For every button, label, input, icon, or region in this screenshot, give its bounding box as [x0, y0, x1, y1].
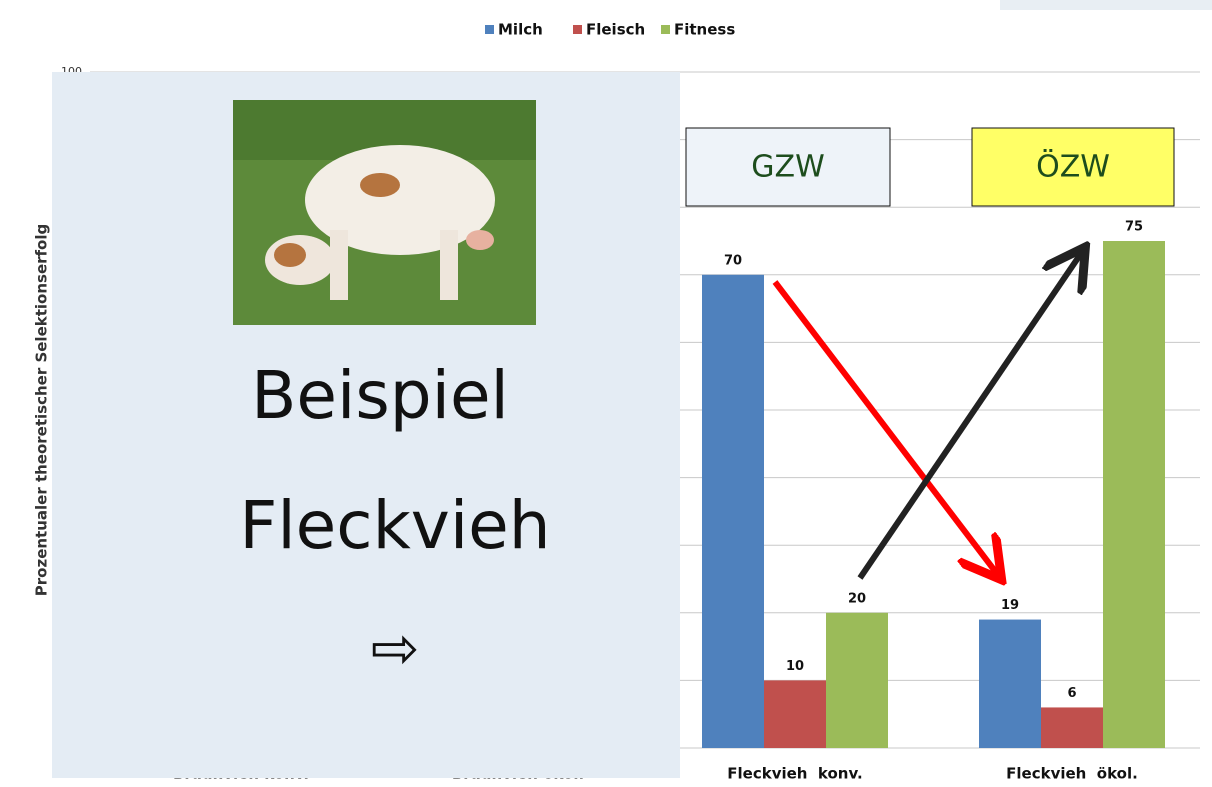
legend-swatch — [661, 25, 670, 34]
corner-shape — [1000, 0, 1212, 10]
legend-label: Fitness — [674, 21, 735, 39]
y-axis-title: Prozentualer theoretischer Selektionserf… — [33, 224, 51, 596]
arrow — [772, 280, 998, 575]
legend-label: Fleisch — [586, 21, 645, 39]
overlay: Beispiel Fleckvieh ⇨ GZW ÖZW — [52, 72, 1175, 778]
value-label: 10 — [786, 659, 804, 674]
x-tick-label: Fleckvieh ökol. — [1006, 765, 1138, 783]
label-box — [971, 127, 1175, 207]
arrow — [857, 252, 1082, 580]
legend-label: Milch — [498, 21, 543, 39]
bar — [702, 274, 764, 748]
bar — [1103, 241, 1165, 748]
x-tick-label: Fleckvieh konv. — [727, 765, 862, 783]
box-label: ÖZW — [1036, 149, 1110, 185]
overlay-title: Beispiel — [251, 357, 509, 434]
legend-swatch — [573, 25, 582, 34]
bar — [979, 619, 1041, 748]
bar — [1041, 707, 1103, 748]
legend-swatch — [485, 25, 494, 34]
bar — [826, 612, 888, 748]
value-label: 75 — [1125, 220, 1143, 235]
arrow-symbol: ⇨ — [371, 614, 420, 682]
value-label: 70 — [724, 253, 742, 268]
overlay-title: Fleckvieh — [239, 487, 550, 564]
value-label: 6 — [1067, 686, 1076, 701]
value-label: 20 — [848, 591, 866, 606]
value-label: 19 — [1001, 598, 1019, 613]
cow-photo — [233, 100, 536, 325]
label-box — [685, 127, 891, 207]
box-label: GZW — [751, 150, 824, 185]
bar — [764, 680, 826, 748]
